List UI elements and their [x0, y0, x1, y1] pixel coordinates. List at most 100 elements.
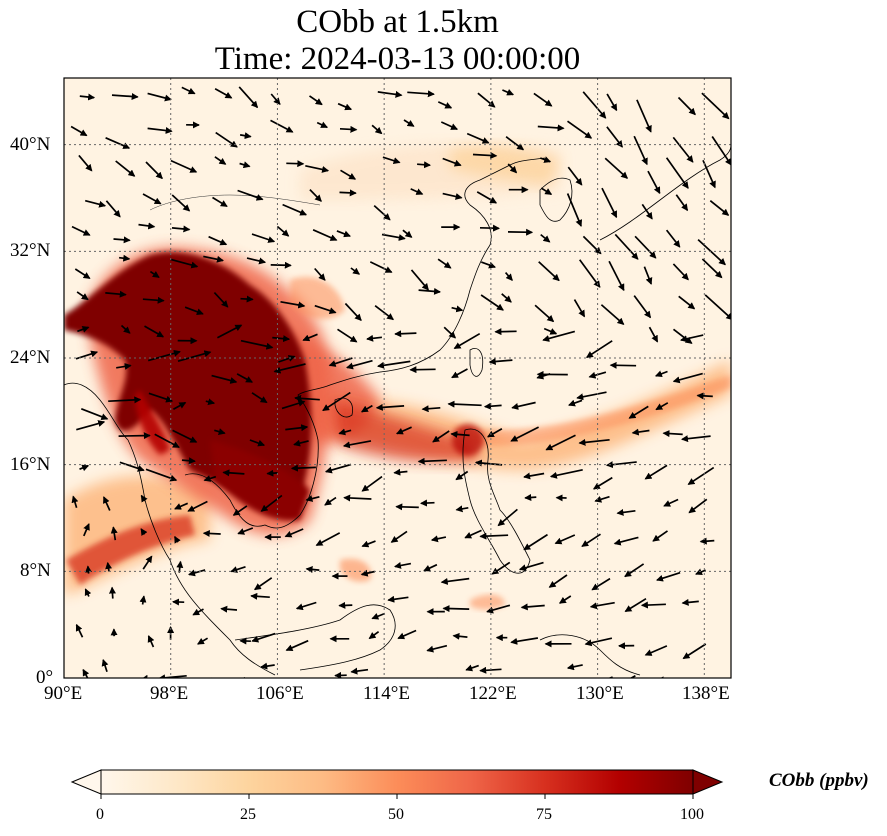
wind-arrow	[501, 293, 512, 303]
wind-arrow	[488, 358, 513, 365]
wind-arrow	[655, 402, 669, 411]
y-tick-label: 32°N	[10, 240, 51, 261]
wind-arrow	[476, 191, 498, 204]
coastline-myanmar-malaya	[64, 382, 276, 676]
wind-arrow	[108, 586, 116, 599]
wind-arrow	[147, 92, 172, 102]
wind-arrow	[663, 498, 679, 507]
wind-arrow	[589, 601, 615, 610]
wind-arrow	[208, 235, 228, 246]
wind-arrow	[214, 428, 226, 435]
y-tick-label: 8°N	[20, 560, 51, 581]
wind-arrow	[395, 503, 419, 511]
wind-arrow	[677, 96, 696, 116]
wind-arrow	[230, 565, 246, 573]
wind-arrow	[253, 577, 273, 591]
wind-arrow	[217, 324, 243, 339]
wind-arrow	[246, 257, 267, 265]
wind-arrow	[361, 475, 383, 492]
wind-arrow	[442, 605, 470, 613]
wind-arrow	[171, 194, 191, 212]
wind-arrow	[250, 592, 270, 600]
wind-arrow	[79, 464, 90, 472]
wind-arrow	[581, 533, 601, 548]
wind-arrow	[140, 674, 148, 678]
wind-arrow	[518, 561, 544, 572]
wind-arrow	[538, 261, 560, 282]
wind-arrow	[119, 461, 145, 472]
wind-arrow	[340, 169, 357, 180]
wind-arrow	[215, 131, 238, 148]
wind-arrow	[643, 266, 653, 285]
wind-arrow	[540, 233, 551, 243]
wind-arrow	[105, 137, 131, 149]
wind-arrow	[540, 187, 553, 196]
wind-arrow	[350, 267, 361, 275]
wind-arrow	[486, 604, 511, 614]
wind-arrow	[232, 505, 248, 516]
wind-arrow	[576, 391, 607, 401]
wind-arrow	[138, 222, 156, 230]
wind-arrow	[338, 428, 352, 436]
wind-arrow	[600, 304, 625, 325]
coastline-hainan	[334, 397, 353, 418]
wind-arrow	[704, 294, 731, 321]
wind-arrow	[432, 430, 450, 443]
wind-arrow	[423, 563, 438, 572]
wind-arrow	[142, 555, 153, 570]
wind-arrow	[105, 561, 113, 572]
wind-arrow	[172, 429, 198, 443]
wind-arrow	[140, 494, 148, 503]
wind-arrow	[672, 263, 689, 281]
wind-arrow	[566, 193, 583, 227]
wind-arrow	[410, 188, 424, 195]
wind-arrow	[681, 598, 699, 606]
colorbar-tick-label: 75	[536, 806, 552, 823]
wind-arrow	[251, 632, 276, 643]
wind-arrow	[614, 233, 639, 260]
wind-arrow	[366, 334, 382, 342]
wind-arrow	[101, 658, 109, 673]
wind-arrow	[450, 430, 470, 438]
wind-arrow	[316, 121, 329, 129]
wind-arrow	[633, 135, 648, 166]
wind-arrow	[80, 408, 109, 420]
wind-arrow	[240, 295, 254, 303]
wind-arrow	[420, 499, 435, 507]
wind-arrow	[542, 330, 576, 342]
wind-arrow	[242, 676, 246, 678]
wind-arrow	[393, 468, 408, 476]
wind-arrow	[624, 563, 645, 578]
x-tick-label: 114°E	[363, 683, 410, 704]
wind-arrow	[220, 605, 238, 613]
wind-arrow	[284, 528, 304, 538]
wind-arrow	[309, 95, 323, 106]
wind-arrow	[696, 392, 713, 400]
wind-arrow	[266, 469, 278, 477]
wind-arrow	[172, 401, 187, 411]
wind-arrow	[672, 372, 703, 384]
wind-arrow	[421, 405, 441, 413]
wind-arrow	[417, 457, 447, 465]
wind-arrow	[337, 328, 358, 343]
wind-arrow	[105, 290, 127, 298]
wind-arrow	[314, 304, 337, 315]
wind-arrow	[120, 324, 131, 334]
wind-arrow	[214, 156, 227, 165]
wind-arrow	[709, 200, 730, 216]
map-frame	[63, 77, 732, 679]
wind-arrow	[477, 92, 496, 108]
wind-arrow	[567, 166, 583, 186]
wind-arrow	[682, 643, 707, 660]
wind-arrow	[540, 156, 552, 163]
wind-arrow	[410, 269, 429, 291]
wind-arrow	[584, 637, 613, 647]
border-line-north	[149, 194, 321, 211]
wind-arrow	[510, 637, 539, 645]
wind-arrow	[699, 537, 715, 545]
wind-arrow	[251, 392, 268, 404]
wind-arrow	[510, 426, 539, 442]
wind-arrow	[382, 156, 401, 165]
wind-arrow	[144, 325, 165, 338]
wind-arrow	[604, 157, 629, 179]
